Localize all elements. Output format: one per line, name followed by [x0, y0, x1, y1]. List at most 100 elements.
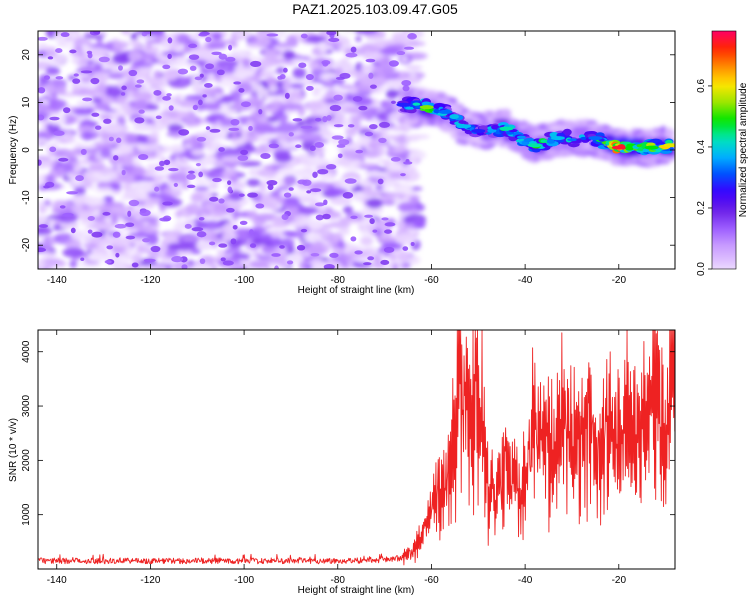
noise-blob	[287, 220, 308, 228]
noise-blob	[52, 224, 62, 231]
noise-blob	[263, 49, 278, 61]
noise-core	[322, 115, 328, 123]
noise-core	[121, 85, 127, 91]
noise-blob	[358, 77, 383, 87]
noise-blob	[348, 87, 358, 95]
noise-blob	[191, 263, 213, 269]
noise-core	[128, 199, 140, 207]
noise-core	[166, 93, 172, 97]
signal-blob	[458, 120, 467, 124]
noise-core	[155, 115, 162, 120]
noise-blob	[205, 170, 226, 180]
noise-blob	[407, 41, 426, 47]
noise-blob	[93, 63, 103, 72]
noise-blob	[358, 208, 375, 216]
noise-blob	[128, 50, 143, 62]
noise-core	[95, 125, 102, 130]
noise-core	[159, 217, 171, 222]
noise-core	[195, 162, 201, 167]
snr-panel: -140 -120 -100 -80 -60 -40 -20 1000 2000 3000 400…	[8, 329, 676, 596]
noise-core	[86, 50, 93, 55]
noise-core	[72, 78, 81, 84]
noise-blob	[174, 95, 181, 106]
noise-blob	[262, 69, 275, 77]
noise-core	[306, 190, 312, 194]
noise-core	[202, 94, 207, 98]
noise-blob	[143, 265, 168, 269]
noise-core	[184, 223, 192, 229]
spectrogram-y-tick-label: 0	[21, 147, 32, 153]
noise-core	[323, 199, 328, 206]
noise-core	[260, 152, 271, 160]
noise-blob	[170, 180, 184, 193]
noise-blob	[401, 165, 417, 173]
noise-core	[189, 65, 197, 71]
noise-core	[91, 112, 100, 117]
noise-blob	[97, 82, 107, 95]
noise-blob	[320, 72, 330, 81]
noise-core	[347, 124, 355, 128]
noise-blob	[136, 143, 161, 153]
noise-core	[168, 167, 179, 172]
noise-core	[233, 81, 242, 85]
noise-blob	[167, 123, 184, 133]
noise-blob	[297, 206, 318, 215]
noise-blob	[217, 249, 225, 255]
noise-blob	[44, 99, 68, 111]
snr-x-axis-label: Height of straight line (km)	[298, 585, 415, 596]
noise-blob	[168, 171, 189, 183]
noise-blob	[38, 214, 48, 226]
noise-core	[112, 231, 121, 238]
noise-core	[228, 44, 233, 51]
noise-blob	[290, 58, 304, 64]
noise-blob	[202, 220, 223, 230]
noise-core	[87, 215, 95, 221]
noise-core	[49, 146, 57, 153]
noise-core	[212, 177, 222, 183]
noise-core	[350, 236, 357, 242]
signal-halo	[412, 119, 421, 125]
noise-core	[314, 117, 322, 122]
noise-blob	[410, 210, 420, 215]
noise-core	[345, 52, 358, 58]
noise-blob	[103, 85, 122, 98]
spectrogram-x-tick-label: -60	[424, 275, 439, 286]
noise-core	[82, 97, 93, 102]
noise-core	[47, 56, 54, 60]
noise-blob	[344, 244, 363, 252]
noise-blob	[149, 212, 171, 217]
noise-core	[283, 192, 292, 198]
noise-core	[230, 238, 237, 245]
spectrogram-x-tick-label: -140	[47, 275, 67, 286]
noise-blob	[338, 226, 350, 236]
noise-blob	[407, 52, 428, 60]
noise-core	[363, 262, 372, 266]
noise-core	[218, 243, 228, 248]
noise-blob	[329, 196, 353, 206]
noise-blob	[105, 41, 114, 51]
noise-blob	[150, 131, 160, 139]
noise-core	[38, 159, 42, 166]
noise-core	[153, 90, 162, 96]
noise-core	[73, 73, 79, 77]
noise-blob	[177, 76, 191, 84]
noise-blob	[380, 46, 401, 56]
spectrogram-x-ticks: -140 -120 -100 -80 -60 -40 -20	[47, 31, 626, 286]
noise-core	[208, 241, 216, 246]
noise-core	[38, 247, 47, 253]
noise-blob	[156, 147, 163, 160]
noise-core	[55, 48, 63, 54]
noise-core	[288, 187, 294, 191]
noise-blob	[73, 107, 94, 116]
noise-blob	[76, 61, 89, 68]
noise-core	[317, 169, 329, 175]
noise-blob	[256, 87, 270, 97]
noise-blob	[180, 236, 202, 242]
noise-blob	[148, 221, 158, 227]
noise-blob	[131, 166, 146, 177]
noise-blob	[346, 106, 361, 114]
noise-core	[326, 31, 337, 36]
noise-blob	[407, 134, 431, 140]
noise-blob	[142, 197, 163, 204]
